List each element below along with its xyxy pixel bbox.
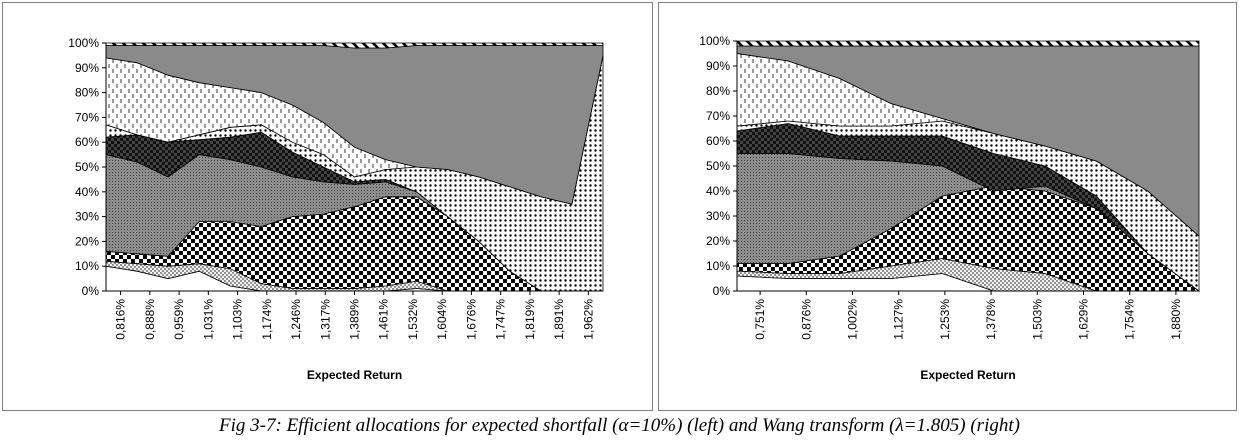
y-tick-label: 80% bbox=[706, 84, 730, 98]
y-tick-label: 50% bbox=[75, 160, 99, 174]
x-tick-label: 1,754% bbox=[1123, 299, 1137, 340]
x-tick-label: 1,174% bbox=[260, 299, 274, 340]
area-layer-9 bbox=[736, 40, 1200, 47]
x-tick-label: 1,389% bbox=[348, 299, 362, 340]
y-tick-label: 90% bbox=[706, 59, 730, 73]
y-tick-label: 80% bbox=[75, 86, 99, 100]
x-tick-label: 0,876% bbox=[799, 299, 813, 340]
y-tick-label: 60% bbox=[706, 134, 730, 148]
y-tick-label: 20% bbox=[706, 234, 730, 248]
x-tick-label: 1,461% bbox=[377, 299, 391, 340]
y-tick-label: 50% bbox=[706, 159, 730, 173]
x-tick-label: 1,747% bbox=[494, 299, 508, 340]
x-tick-labels: 0,751% 0,876% 1,002% 1,127% 1,253% 1,378% 1,50… bbox=[753, 291, 1183, 340]
y-tick-label: 70% bbox=[75, 110, 99, 124]
x-tick-label: 1,317% bbox=[318, 299, 332, 340]
x-tick-label: 1,002% bbox=[846, 299, 860, 340]
x-tick-label: 1,629% bbox=[1077, 299, 1091, 340]
x-tick-label: 1,127% bbox=[892, 299, 906, 340]
left-chart-panel: 0% 10% 20% 30% 40% 50% 60% 70% 80% 90% 100% 0,816% 0… bbox=[2, 2, 653, 411]
x-tick-label: 0,959% bbox=[172, 299, 186, 340]
x-tick-label: 1,819% bbox=[523, 299, 537, 340]
x-tick-label: 1,962% bbox=[581, 299, 595, 340]
x-tick-label: 1,253% bbox=[938, 299, 952, 340]
y-tick-label: 20% bbox=[75, 234, 99, 248]
figure-caption: Fig 3-7: Efficient allocations for expec… bbox=[219, 415, 1020, 436]
area-layers bbox=[736, 40, 1201, 292]
x-tick-label: 1,880% bbox=[1169, 299, 1183, 340]
y-tick-labels: 0% 10% 20% 30% 40% 50% 60% 70% 80% 90% 100% bbox=[68, 36, 106, 298]
left-area-chart: 0%10%20%30%40%50%60%70%80%90%100%0,816% 0… bbox=[68, 36, 604, 382]
y-tick-label: 10% bbox=[75, 259, 99, 273]
area-layer-9 bbox=[105, 42, 604, 49]
x-tick-label: 1,246% bbox=[289, 299, 303, 340]
y-tick-label: 100% bbox=[68, 36, 99, 50]
x-tick-label: 1,378% bbox=[984, 299, 998, 340]
x-tick-label: 1,676% bbox=[464, 299, 478, 340]
right-area-chart: 0%10%20%30%40%50%60%70%80%90%100%0,751% 0… bbox=[699, 34, 1201, 382]
y-tick-label: 40% bbox=[706, 184, 730, 198]
x-tick-label: 1,891% bbox=[552, 299, 566, 340]
area-layers bbox=[105, 42, 604, 292]
y-tick-label: 90% bbox=[75, 61, 99, 75]
y-tick-label: 60% bbox=[75, 135, 99, 149]
x-tick-label: 0,816% bbox=[114, 299, 128, 340]
x-tick-label: 1,103% bbox=[231, 299, 245, 340]
x-axis-title: Expected Return bbox=[307, 368, 402, 382]
x-tick-label: 1,031% bbox=[201, 299, 215, 340]
y-tick-label: 10% bbox=[706, 259, 730, 273]
x-tick-labels: 0,816% 0,888% 0,959% 1,031% 1,103% 1,174% 1,24… bbox=[114, 291, 595, 340]
y-tick-label: 30% bbox=[706, 209, 730, 223]
y-tick-label: 70% bbox=[706, 109, 730, 123]
y-tick-label: 100% bbox=[699, 34, 730, 48]
y-tick-labels: 0% 10% 20% 30% 40% 50% 60% 70% 80% 90% 100% bbox=[699, 34, 737, 298]
x-tick-label: 1,532% bbox=[406, 299, 420, 340]
y-tick-label: 0% bbox=[82, 284, 100, 298]
y-tick-label: 30% bbox=[75, 210, 99, 224]
x-tick-label: 0,751% bbox=[753, 299, 767, 340]
y-tick-label: 40% bbox=[75, 185, 99, 199]
x-axis-title: Expected Return bbox=[920, 368, 1015, 382]
x-tick-label: 1,503% bbox=[1030, 299, 1044, 340]
x-tick-label: 1,604% bbox=[435, 299, 449, 340]
y-tick-label: 0% bbox=[713, 284, 731, 298]
right-chart-panel: 0% 10% 20% 30% 40% 50% 60% 70% 80% 90% 100% 0,751% 0… bbox=[658, 2, 1237, 411]
x-tick-label: 0,888% bbox=[143, 299, 157, 340]
